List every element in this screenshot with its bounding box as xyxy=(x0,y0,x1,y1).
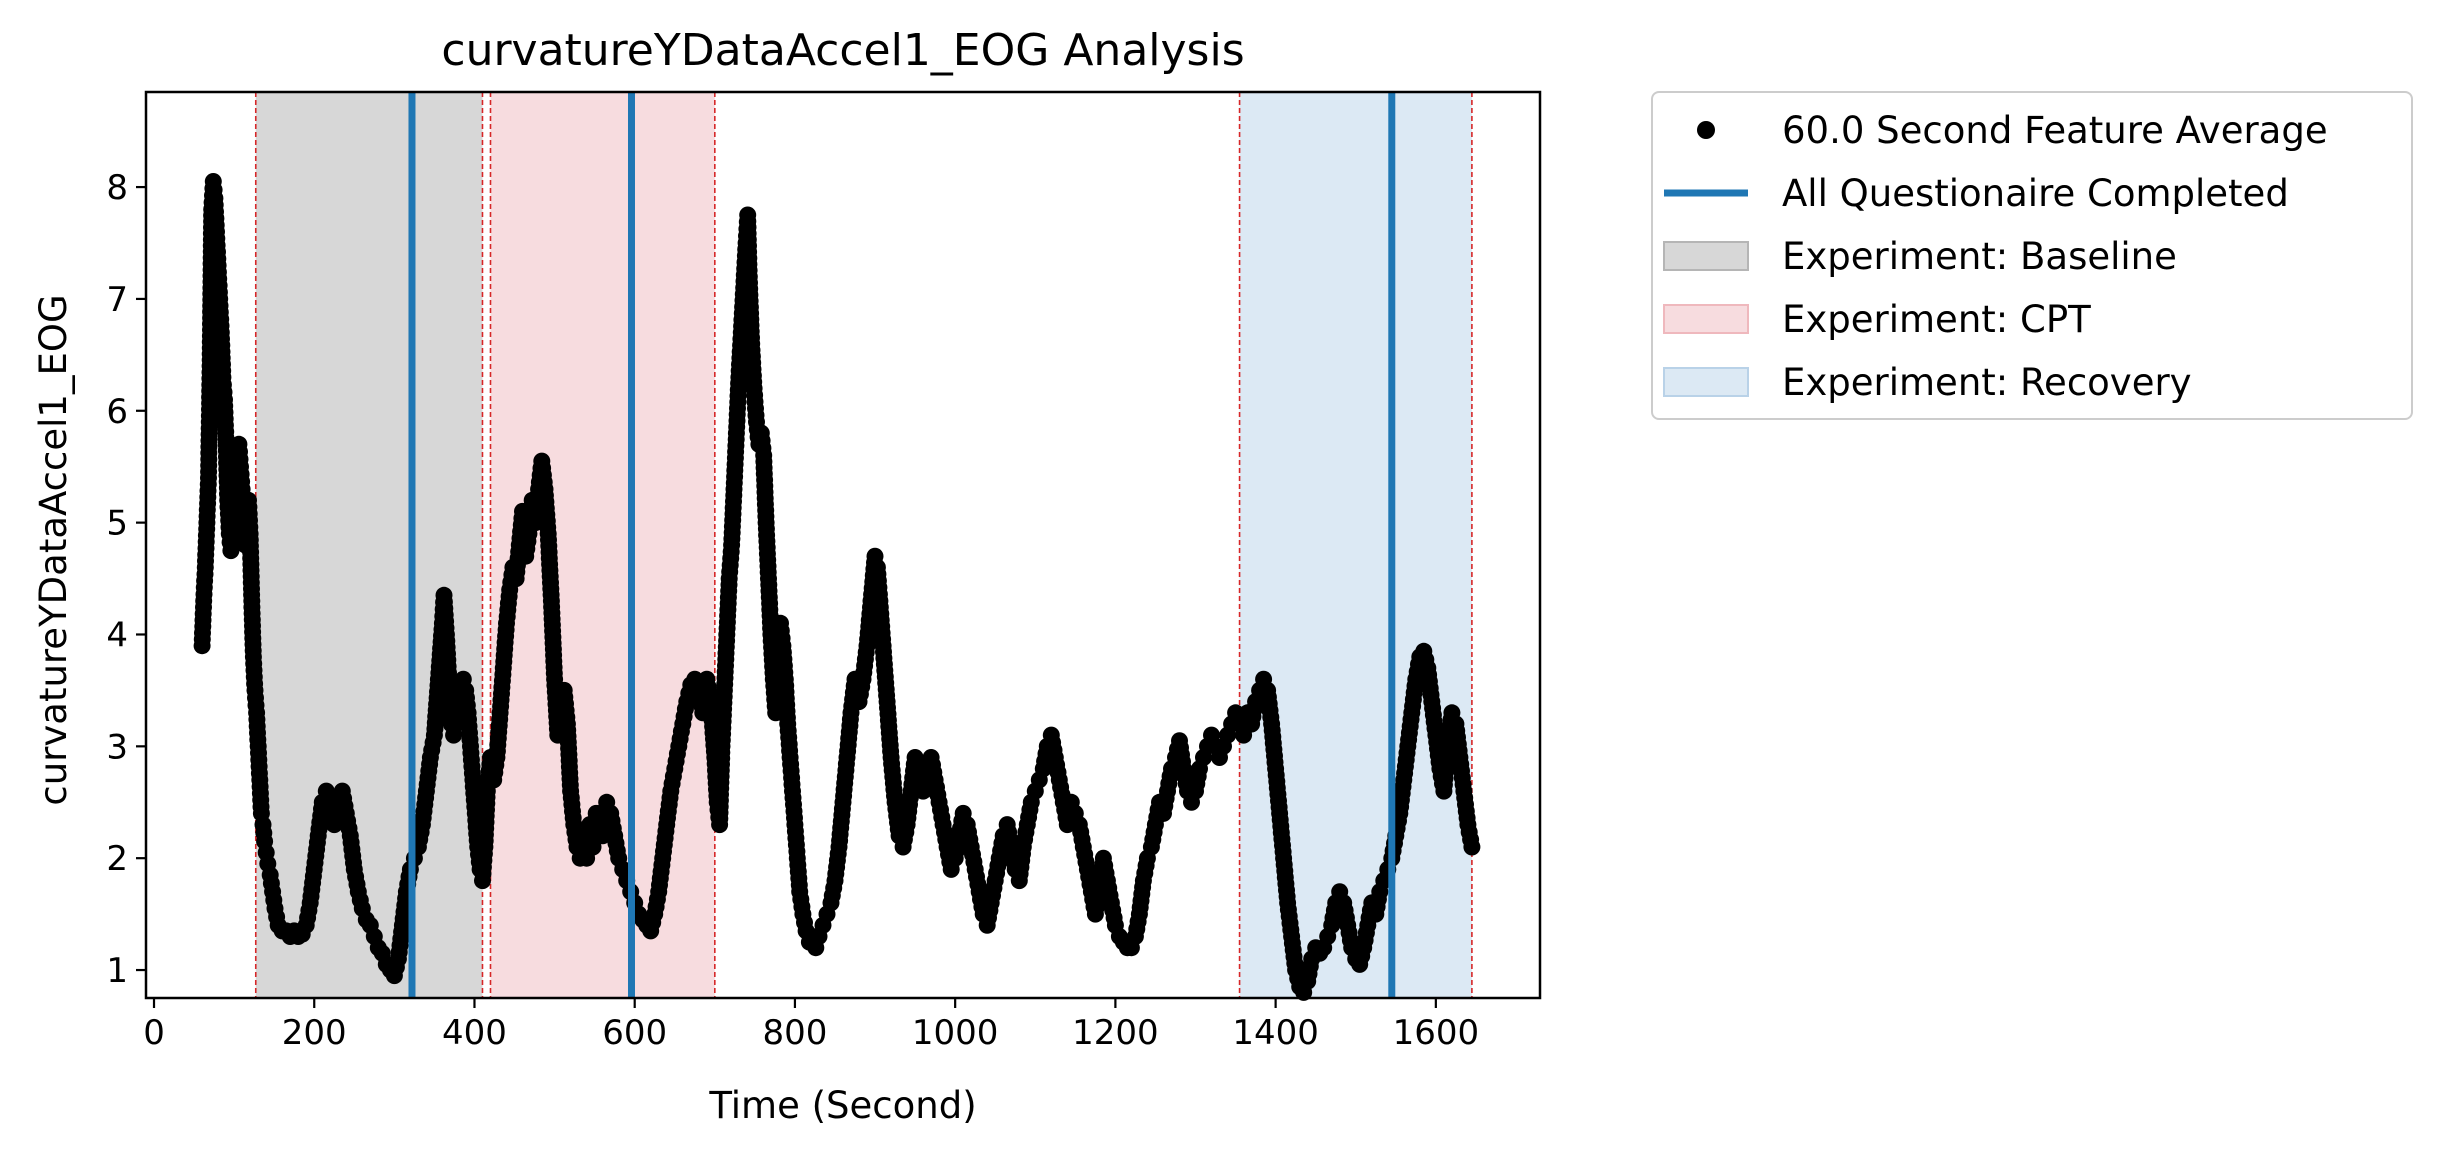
x-tick-label: 1600 xyxy=(1393,1013,1480,1053)
questionnaire-lines xyxy=(408,92,1396,998)
legend-patch xyxy=(1663,241,1749,271)
legend-label: Experiment: CPT xyxy=(1782,298,2091,341)
y-tick-label: 6 xyxy=(106,392,128,432)
region-0 xyxy=(255,92,483,998)
y-tick-label: 4 xyxy=(106,615,128,655)
y-tick-label: 5 xyxy=(106,504,128,544)
legend-label: Experiment: Baseline xyxy=(1782,235,2177,278)
region-2 xyxy=(1239,92,1472,998)
x-tick-label: 400 xyxy=(442,1013,507,1053)
plot-area xyxy=(193,92,1481,1001)
x-tick-label: 0 xyxy=(143,1013,165,1053)
legend-label: 60.0 Second Feature Average xyxy=(1782,109,2328,152)
x-tick-label: 200 xyxy=(282,1013,347,1053)
y-tick-label: 7 xyxy=(106,280,128,320)
y-tick-label: 1 xyxy=(106,951,128,991)
data-point xyxy=(1463,838,1481,856)
data-points xyxy=(193,173,1481,1001)
y-tick-label: 3 xyxy=(106,727,128,767)
x-tick-label: 1200 xyxy=(1072,1013,1159,1053)
y-axis-ticks: 1 2 3 4 5 6 7 8 xyxy=(106,168,146,991)
legend-marker xyxy=(1697,121,1715,139)
x-axis-label: Time (Second) xyxy=(708,1084,976,1127)
x-axis-ticks: 0 200 400 600 800 1000 1200 1400 1600 xyxy=(143,998,1479,1053)
legend-frame xyxy=(1651,91,2413,420)
chart-title: curvatureYDataAccel1_EOG Analysis xyxy=(441,25,1244,76)
legend-label: Experiment: Recovery xyxy=(1782,361,2192,404)
x-tick-label: 1400 xyxy=(1232,1013,1319,1053)
x-tick-label: 600 xyxy=(602,1013,667,1053)
legend-patch xyxy=(1663,367,1749,397)
x-tick-label: 1000 xyxy=(912,1013,999,1053)
legend-patch xyxy=(1663,304,1749,334)
y-tick-label: 8 xyxy=(106,168,128,208)
legend: 60.0 Second Feature Average All Questiona… xyxy=(1651,91,2413,420)
x-tick-label: 800 xyxy=(762,1013,827,1053)
y-axis-label: curvatureYDataAccel1_EOG xyxy=(32,294,75,805)
legend-label: All Questionaire Completed xyxy=(1782,172,2289,215)
axes-frame xyxy=(144,90,1542,1000)
y-tick-label: 2 xyxy=(106,839,128,879)
